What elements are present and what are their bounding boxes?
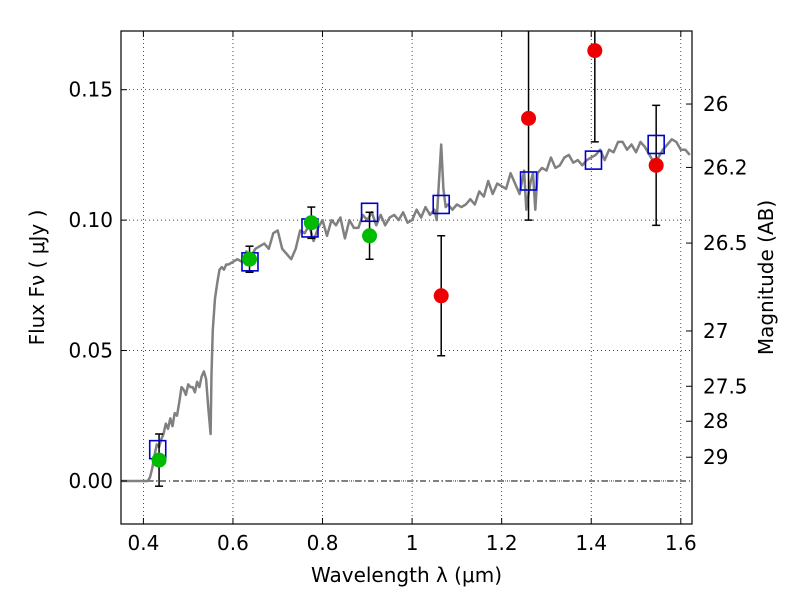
grid	[121, 31, 692, 524]
error-bars	[155, 31, 661, 487]
right-tick-label-5: 28	[703, 409, 728, 433]
right-tick-label-2: 26.5	[703, 231, 748, 255]
right-tick-label-3: 27	[703, 319, 728, 343]
x-tick-label-5: 1.4	[575, 531, 607, 555]
right-tick-label-4: 27.5	[703, 374, 748, 398]
optical-point-0	[151, 452, 167, 468]
nir-point-2	[587, 43, 603, 59]
model-square-3	[360, 202, 379, 223]
optical-point-3	[362, 228, 378, 244]
x-tick-label-6: 1.6	[665, 531, 697, 555]
model-spectrum-line	[121, 138, 691, 483]
y-tick-label-2: 0.10	[68, 208, 113, 232]
model-square-4	[432, 194, 451, 215]
axis-ticks	[121, 31, 692, 524]
right-tick-label-6: 29	[703, 445, 728, 469]
nir-point-3	[648, 157, 664, 173]
optical-point-1	[242, 251, 258, 267]
model-square-5	[519, 171, 538, 191]
model-square-6	[584, 150, 603, 170]
y-tick-label-0: 0.00	[68, 469, 113, 493]
right-tick-label-1: 26.2	[703, 155, 748, 179]
y-tick-label-3: 0.15	[68, 78, 113, 102]
y-tick-label-1: 0.05	[68, 339, 113, 363]
x-tick-label-0: 0.4	[127, 531, 159, 555]
nir-point-0	[433, 288, 449, 304]
optical-point-2	[303, 215, 319, 231]
x-tick-label-1: 0.6	[217, 531, 249, 555]
nir-point-1	[521, 110, 537, 126]
y-axis-right-label: Magnitude (AB)	[754, 200, 778, 355]
model-square-7	[647, 134, 665, 155]
x-tick-label-4: 1.2	[486, 531, 518, 555]
right-tick-label-0: 26	[703, 92, 728, 116]
y-axis-label: Flux Fν ( μJy )	[25, 210, 49, 346]
model-points	[148, 134, 665, 460]
x-tick-label-2: 0.8	[307, 531, 339, 555]
tick-labels: 0.4 0.6 0.8 1 1.2 1.4 1.6 0.00 0.05 0.10 0.15 26 26.…	[68, 78, 747, 555]
plot-frame	[120, 30, 693, 525]
x-tick-label-3: 1	[406, 531, 419, 555]
observed-points	[151, 43, 664, 468]
x-axis-label: Wavelength λ (μm)	[311, 563, 502, 587]
